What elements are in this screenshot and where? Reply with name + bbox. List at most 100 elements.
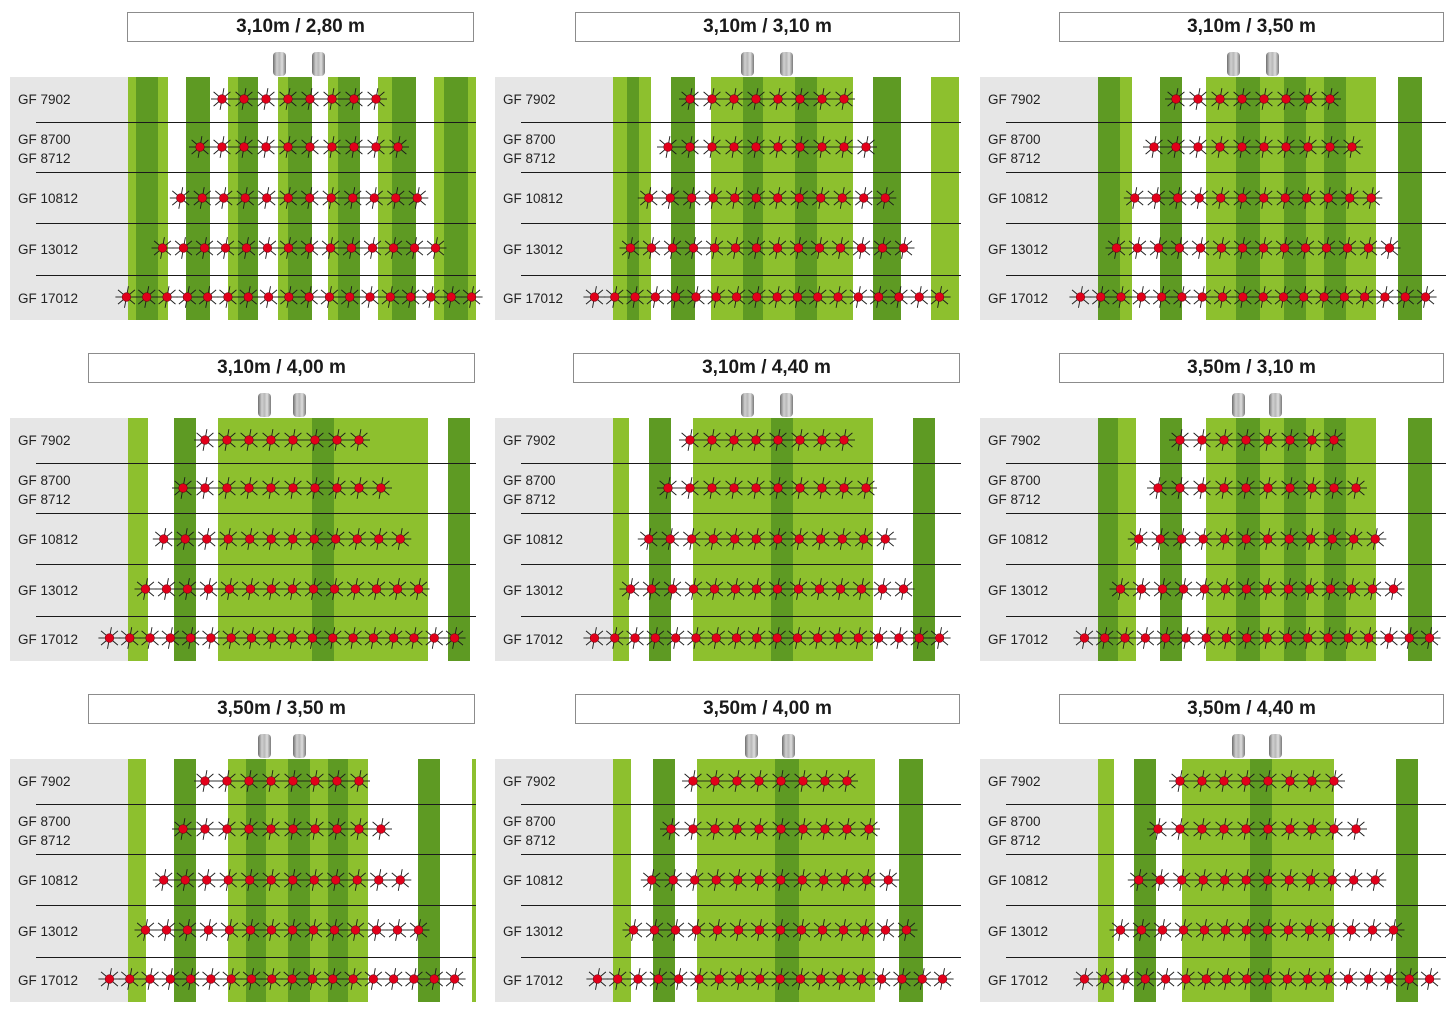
rotor-icon [1145, 187, 1167, 209]
rotor-icon [1073, 627, 1095, 649]
rotor-icon [303, 919, 325, 941]
rotor-icon [586, 968, 608, 990]
rotor-icon [339, 286, 361, 308]
rotor-icon [1211, 237, 1233, 259]
rotor-icon [303, 578, 325, 600]
rotor-icon [1343, 528, 1365, 550]
rotor-icon [1149, 869, 1171, 891]
rotor-icon [324, 578, 346, 600]
rotor-icon [304, 429, 326, 451]
rotor-icon [725, 578, 747, 600]
rotor-icon [1383, 578, 1405, 600]
rotor-icon [1215, 578, 1237, 600]
rotor-icon [1215, 919, 1237, 941]
rotor-icon [1235, 770, 1257, 792]
rotor-icon [196, 528, 218, 550]
rotor-icon [370, 477, 392, 499]
rotor-icon [177, 919, 199, 941]
rotor-icon [241, 627, 263, 649]
rotor-icon [702, 528, 724, 550]
rotor-icon [705, 869, 727, 891]
rotor-icon [1337, 627, 1359, 649]
rotor-icon [749, 919, 771, 941]
rotor-icon [854, 919, 876, 941]
rotor-icon [1169, 818, 1191, 840]
rotor-icon [929, 286, 951, 308]
rotor-icon [850, 968, 872, 990]
rotor-icon [172, 818, 194, 840]
rotor-icon [701, 88, 723, 110]
rotor-icon [325, 528, 347, 550]
rotor-icon [342, 627, 364, 649]
rotor-icon [172, 477, 194, 499]
rotor-icon [136, 286, 158, 308]
rotor-icon [770, 770, 792, 792]
rotor-icon [847, 286, 869, 308]
rotor-icon [1134, 968, 1156, 990]
rotor-icon [180, 968, 202, 990]
rotor-icon [153, 528, 175, 550]
rotor-icon [326, 818, 348, 840]
rotor-icon [908, 627, 930, 649]
rotor-icon [811, 477, 833, 499]
rotor-icon [1301, 818, 1323, 840]
rotor-icon [583, 286, 605, 308]
rotor-icon [98, 627, 120, 649]
rotor-icon [1165, 88, 1187, 110]
rotor-layer [495, 353, 965, 673]
rotor-icon [1253, 88, 1275, 110]
rotor-icon [362, 968, 384, 990]
rotor-icon [624, 286, 646, 308]
rotor-icon [363, 187, 385, 209]
rotor-icon [362, 237, 384, 259]
rotor-icon [746, 578, 768, 600]
rotor-icon [1299, 578, 1321, 600]
rotor-icon [1299, 919, 1321, 941]
rotor-icon [1130, 286, 1152, 308]
rotor-icon [1187, 88, 1209, 110]
rotor-icon [1214, 869, 1236, 891]
rotor-icon [282, 578, 304, 600]
rotor-icon [1171, 528, 1193, 550]
rotor-icon [1114, 627, 1136, 649]
rotor-icon [156, 578, 178, 600]
rotor-icon [767, 429, 789, 451]
rotor-icon [277, 88, 299, 110]
rotor-icon [770, 818, 792, 840]
rotor-icon [607, 968, 629, 990]
rotor-icon [1191, 286, 1213, 308]
rotor-icon [1173, 578, 1195, 600]
rotor-icon [1300, 869, 1322, 891]
rotor-icon [1192, 869, 1214, 891]
rotor-icon [1090, 286, 1112, 308]
rotor-icon [627, 968, 649, 990]
rotor-icon [766, 627, 788, 649]
rotor-icon [809, 578, 831, 600]
rotor-icon [872, 237, 894, 259]
rotor-icon [240, 578, 262, 600]
rotor-icon [1378, 968, 1400, 990]
rotor-icon [701, 477, 723, 499]
rotor-icon [461, 286, 483, 308]
rotor-icon [746, 286, 768, 308]
rotor-icon [387, 136, 409, 158]
rotor-icon [1333, 286, 1355, 308]
rotor-icon [1187, 136, 1209, 158]
rotor-icon [260, 818, 282, 840]
rotor-icon [708, 968, 730, 990]
rotor-icon [1364, 528, 1386, 550]
rotor-icon [641, 578, 663, 600]
rotor-icon [660, 818, 682, 840]
rotor-icon [647, 968, 669, 990]
rotor-icon [1252, 286, 1274, 308]
rotor-icon [1253, 136, 1275, 158]
rotor-icon [173, 237, 195, 259]
rotor-icon [220, 968, 242, 990]
rotor-icon [1236, 578, 1258, 600]
rotor-icon [389, 528, 411, 550]
rotor-icon [831, 528, 853, 550]
rotor-icon [348, 477, 370, 499]
rotor-icon [1374, 286, 1396, 308]
rotor-icon [298, 286, 320, 308]
rotor-icon [1216, 968, 1238, 990]
